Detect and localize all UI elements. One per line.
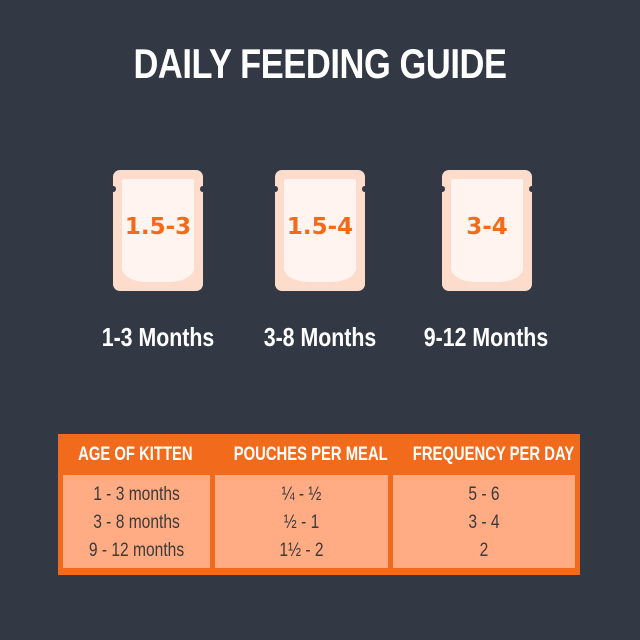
pouch-value: 1.5-4	[286, 214, 354, 240]
pouch-notch	[200, 186, 205, 192]
column-frequency: 5 - 6 3 - 4 2	[393, 475, 575, 568]
pouch-notch	[273, 186, 278, 192]
header-pouches: POUCHES PER MEAL	[233, 444, 388, 465]
table-cell: 5 - 6	[468, 484, 500, 505]
table-cell: 3 - 4	[468, 512, 500, 533]
pouch-value: 3-4	[466, 214, 508, 240]
feeding-table: AGE OF KITTEN POUCHES PER MEAL FREQUENCY…	[58, 434, 580, 575]
pouch-notch	[362, 186, 367, 192]
table-cell: 9 - 12 months	[88, 540, 185, 561]
column-age: 1 - 3 months 3 - 8 months 9 - 12 months	[63, 475, 210, 568]
pouch-notch	[440, 186, 445, 192]
header-age: AGE OF KITTEN	[77, 444, 193, 465]
pouch-value: 1.5-3	[124, 214, 192, 240]
pouch-icon: 1.5-3	[111, 170, 205, 291]
table-cell: 2	[479, 540, 489, 561]
pouch-window	[451, 179, 523, 282]
pouch-window	[284, 179, 356, 282]
age-label: 3-8 Months	[263, 322, 377, 352]
age-label: 9-12 Months	[423, 322, 549, 352]
pouch-icon: 1.5-4	[273, 170, 367, 291]
pouch-window	[122, 179, 194, 282]
age-label: 1-3 Months	[101, 322, 215, 352]
pouch-notch	[111, 186, 116, 192]
table-cell: ½ - 1	[283, 512, 320, 533]
table-cell: ¼ - ½	[281, 484, 322, 505]
table-cell: 3 - 8 months	[93, 512, 180, 533]
header-frequency: FREQUENCY PER DAY	[412, 444, 575, 465]
pouch-icon: 3-4	[440, 170, 534, 291]
table-cell: 1½ - 2	[279, 540, 324, 561]
column-pouches: ¼ - ½ ½ - 1 1½ - 2	[215, 475, 388, 568]
page-title: DAILY FEEDING GUIDE	[133, 40, 507, 87]
table-cell: 1 - 3 months	[93, 484, 180, 505]
pouch-notch	[529, 186, 534, 192]
